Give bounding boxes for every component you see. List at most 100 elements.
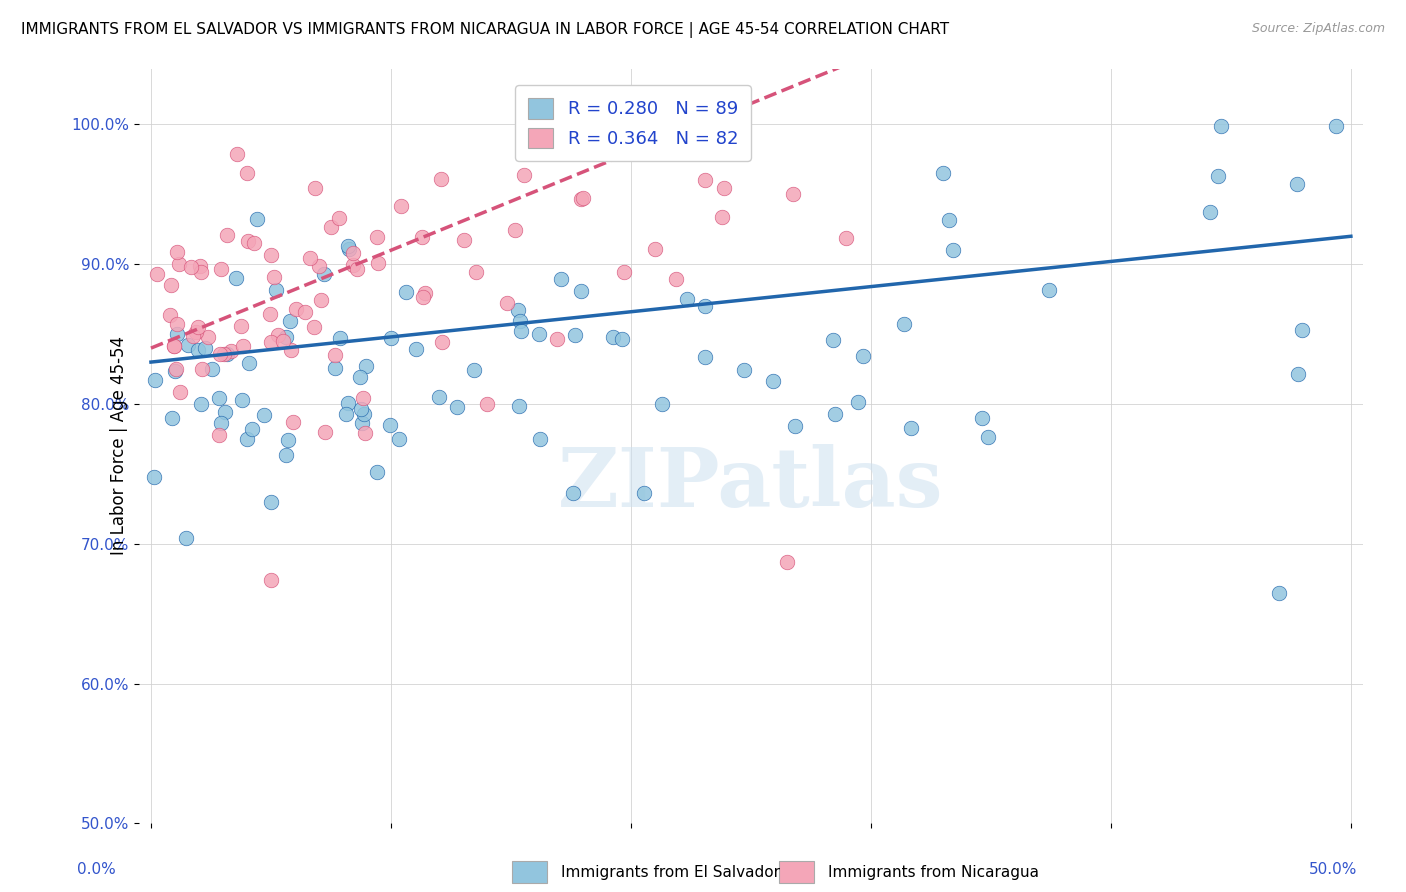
Point xyxy=(166,245,188,260)
Point xyxy=(835,231,858,245)
Point xyxy=(314,267,336,281)
Point xyxy=(180,260,202,275)
Point xyxy=(186,325,208,339)
Point xyxy=(430,335,453,350)
Point xyxy=(165,362,187,376)
Point xyxy=(353,426,375,441)
Point xyxy=(236,166,259,180)
Point xyxy=(846,394,869,409)
Point xyxy=(188,260,211,274)
Point xyxy=(160,411,183,425)
Point xyxy=(411,230,433,244)
Point xyxy=(1038,283,1060,297)
Legend: R = 0.280   N = 89, R = 0.364   N = 82: R = 0.280 N = 89, R = 0.364 N = 82 xyxy=(515,85,751,161)
Point xyxy=(412,290,434,304)
Point xyxy=(509,314,531,328)
Point xyxy=(197,329,219,343)
Point xyxy=(309,293,332,308)
Point xyxy=(328,211,350,226)
Point xyxy=(329,331,352,345)
Point xyxy=(177,337,200,351)
Point xyxy=(405,342,427,356)
Point xyxy=(243,235,266,250)
Point xyxy=(337,242,360,256)
Point xyxy=(276,448,298,462)
Point xyxy=(970,410,993,425)
Point xyxy=(209,347,232,361)
Point xyxy=(783,419,806,434)
Point xyxy=(323,361,346,376)
Point xyxy=(475,397,498,411)
Point xyxy=(413,286,436,301)
Point xyxy=(1326,119,1348,133)
Text: Source: ZipAtlas.com: Source: ZipAtlas.com xyxy=(1251,22,1385,36)
Point xyxy=(942,243,965,257)
Text: Immigrants from Nicaragua: Immigrants from Nicaragua xyxy=(828,865,1039,880)
Point xyxy=(529,327,551,342)
Point xyxy=(693,350,716,364)
Point xyxy=(231,393,253,408)
Text: Immigrants from El Salvador: Immigrants from El Salvador xyxy=(561,865,780,880)
Point xyxy=(278,314,301,328)
Point xyxy=(571,191,593,205)
Point xyxy=(253,408,276,422)
Point xyxy=(166,326,188,341)
Point xyxy=(143,469,166,483)
Point xyxy=(219,344,242,359)
Point xyxy=(280,343,302,357)
Point xyxy=(900,421,922,435)
Point xyxy=(893,318,915,332)
Point xyxy=(212,347,235,361)
Point xyxy=(569,284,592,298)
Point xyxy=(298,251,321,265)
Text: ZIPatlas: ZIPatlas xyxy=(558,443,943,524)
Point xyxy=(938,212,960,227)
Point xyxy=(236,234,259,248)
Point xyxy=(342,258,364,272)
Point xyxy=(1268,586,1291,600)
Point xyxy=(225,270,247,285)
Point xyxy=(453,233,475,247)
Point xyxy=(353,407,375,421)
Point xyxy=(762,374,785,388)
Point xyxy=(240,422,263,436)
Point xyxy=(713,181,735,195)
Point xyxy=(159,308,181,322)
Point xyxy=(145,267,167,281)
Point xyxy=(215,347,238,361)
Point xyxy=(259,307,281,321)
Point xyxy=(260,335,283,350)
Point xyxy=(163,338,186,352)
Point xyxy=(167,257,190,271)
Point xyxy=(366,465,388,479)
Point xyxy=(337,239,360,253)
Point xyxy=(214,404,236,418)
Y-axis label: In Labor Force | Age 45-54: In Labor Force | Age 45-54 xyxy=(110,336,128,556)
Point xyxy=(380,331,402,345)
Point xyxy=(208,428,231,442)
Text: 50.0%: 50.0% xyxy=(1309,863,1357,877)
Point xyxy=(304,181,326,195)
Point xyxy=(564,328,586,343)
Point xyxy=(260,494,283,508)
Point xyxy=(367,255,389,269)
Point xyxy=(546,332,568,346)
Point xyxy=(378,418,401,433)
Point xyxy=(194,341,217,355)
Point xyxy=(561,486,583,500)
Point xyxy=(314,425,336,439)
Point xyxy=(693,172,716,186)
Point xyxy=(496,295,519,310)
Point xyxy=(1291,323,1313,337)
Point xyxy=(676,292,699,306)
Point xyxy=(1285,177,1308,191)
Point xyxy=(824,407,846,421)
Point xyxy=(508,399,530,413)
Point xyxy=(277,433,299,447)
Point xyxy=(319,219,342,234)
Point xyxy=(284,301,307,316)
Point xyxy=(201,362,224,376)
Point xyxy=(446,400,468,414)
Point xyxy=(821,333,844,347)
Point xyxy=(163,339,186,353)
